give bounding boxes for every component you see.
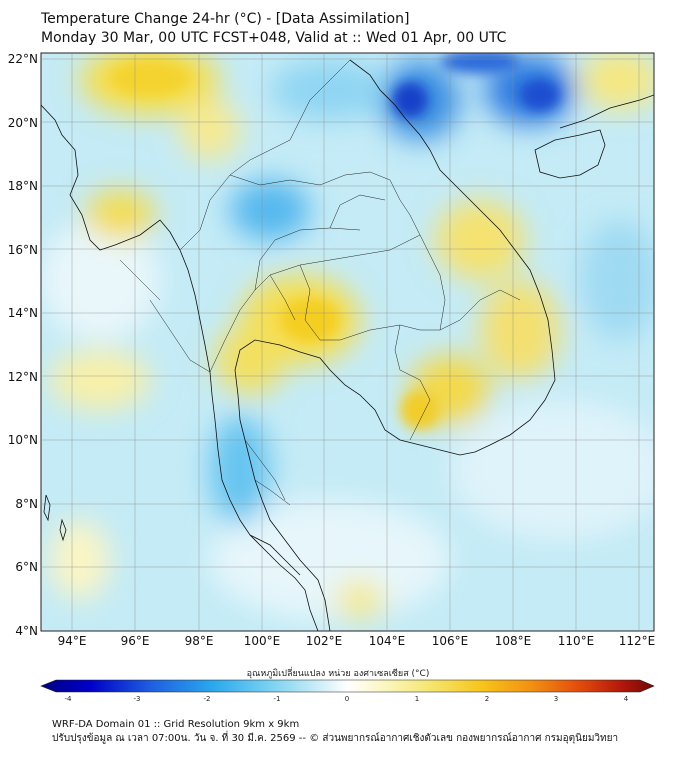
colorbar-tick: 2	[485, 695, 489, 703]
colorbar-ticks: -4 -3 -2 -1 0 1 2 3 4	[65, 695, 629, 703]
colorbar-tick: -1	[274, 695, 281, 703]
footer-credit: ปรับปรุงข้อมูล ณ เวลา 07:00น. วัน จ. ที่…	[52, 733, 619, 744]
colorbar-tick: -4	[65, 695, 73, 703]
footer: WRF-DA Domain 01 :: Grid Resolution 9km …	[52, 718, 618, 746]
lon-label: 96°E	[121, 634, 150, 648]
title-block: Temperature Change 24-hr (°C) - [Data As…	[41, 10, 506, 48]
colorbar-tick: 4	[624, 695, 629, 703]
map-subtitle: Monday 30 Mar, 00 UTC FCST+048, Valid at…	[41, 30, 507, 46]
graticule	[41, 53, 654, 631]
lon-label: 104°E	[369, 634, 406, 648]
colorbar-tick: -3	[134, 695, 141, 703]
map-title: Temperature Change 24-hr (°C) - [Data As…	[41, 11, 410, 27]
coastlines	[41, 59, 654, 631]
lat-label: 22°N	[8, 52, 38, 66]
colorbar-tick: 0	[345, 695, 349, 703]
latitude-labels: 22°N 20°N 18°N 16°N 14°N 12°N 10°N 8°N 6…	[8, 52, 38, 638]
lon-label: 98°E	[185, 634, 214, 648]
colorbar-label: อุณหภูมิเปลี่ยนแปลง หน่วย องศาเซลเซียส (…	[246, 669, 430, 679]
lat-label: 4°N	[15, 624, 38, 638]
lon-label: 106°E	[432, 634, 469, 648]
colorbar: -4 -3 -2 -1 0 1 2 3 4	[40, 679, 655, 703]
longitude-labels: 94°E 96°E 98°E 100°E 102°E 104°E 106°E 1…	[58, 634, 656, 648]
lat-label: 20°N	[8, 116, 38, 130]
lon-label: 102°E	[306, 634, 343, 648]
lat-label: 6°N	[15, 560, 38, 574]
lon-label: 108°E	[495, 634, 532, 648]
lat-label: 14°N	[8, 306, 38, 320]
colorbar-tick: 3	[554, 695, 558, 703]
map-frame	[40, 52, 655, 632]
lon-label: 112°E	[619, 634, 656, 648]
lon-label: 110°E	[558, 634, 595, 648]
lat-label: 18°N	[8, 179, 38, 193]
lon-label: 100°E	[244, 634, 281, 648]
colorbar-tick: -2	[204, 695, 211, 703]
colorbar-tick: 1	[415, 695, 419, 703]
lat-label: 16°N	[8, 243, 38, 257]
colorbar-bar	[40, 679, 655, 693]
temperature-field	[41, 53, 654, 631]
lat-label: 8°N	[15, 497, 38, 511]
footer-model-info: WRF-DA Domain 01 :: Grid Resolution 9km …	[52, 719, 300, 730]
political-borders	[119, 59, 521, 506]
lon-label: 94°E	[58, 634, 87, 648]
lat-label: 12°N	[8, 370, 38, 384]
lat-label: 10°N	[8, 433, 38, 447]
